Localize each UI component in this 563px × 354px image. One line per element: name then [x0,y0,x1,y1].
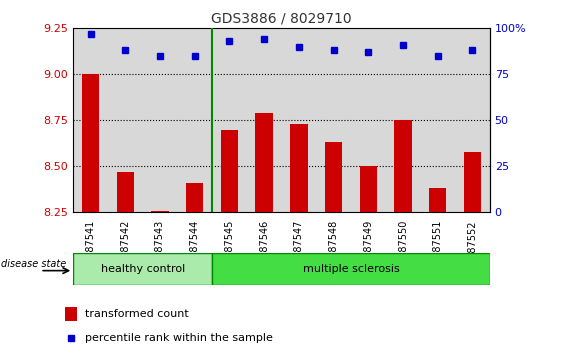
Bar [212,253,490,285]
Bar [290,124,307,212]
Bar [151,211,169,212]
Text: disease state: disease state [2,259,66,269]
Title: GDS3886 / 8029710: GDS3886 / 8029710 [211,12,352,26]
Bar [325,142,342,212]
Text: healthy control: healthy control [101,264,185,274]
Bar [256,113,273,212]
Bar [73,253,212,285]
Bar [82,74,99,212]
Bar [464,152,481,212]
Bar [394,120,412,212]
Bar [360,166,377,212]
Text: percentile rank within the sample: percentile rank within the sample [84,332,272,343]
Bar [65,307,77,321]
Bar [186,183,203,212]
Bar [429,188,446,212]
Bar [117,172,134,212]
Bar [221,130,238,212]
Text: transformed count: transformed count [84,309,189,319]
Text: multiple sclerosis: multiple sclerosis [302,264,399,274]
